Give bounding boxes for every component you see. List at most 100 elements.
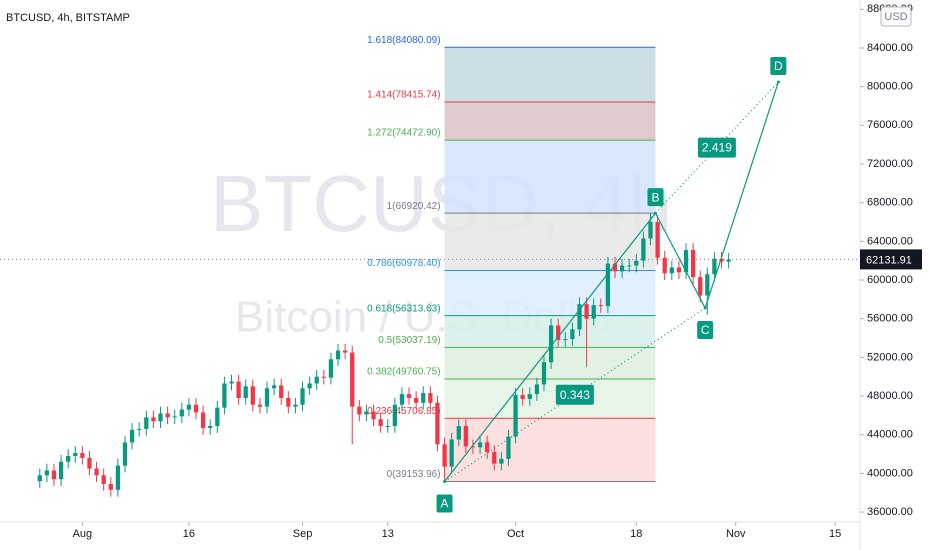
candle-body xyxy=(151,417,156,422)
candle-body xyxy=(698,277,703,296)
candle-body xyxy=(335,350,341,360)
candle-body xyxy=(641,238,646,261)
candle-body xyxy=(144,417,149,429)
candle-body xyxy=(485,442,490,453)
pattern-point xyxy=(653,211,657,215)
fib-level-label: 0.786(60978.40) xyxy=(367,258,440,269)
plot-area: 0(39153.96) 0.236(45706.85) 0.382(49760.75… xyxy=(0,35,860,513)
candle-body xyxy=(619,265,625,272)
pattern-point xyxy=(776,80,780,84)
candle-body xyxy=(520,395,525,399)
candle-body xyxy=(229,381,234,384)
pattern-point xyxy=(443,480,447,484)
candle-body xyxy=(122,442,128,466)
last-price-badge xyxy=(860,249,922,270)
pattern-point xyxy=(703,306,707,310)
pattern-ratio-badge xyxy=(555,384,594,405)
pattern-point-badge xyxy=(697,321,714,340)
candle-body xyxy=(115,465,121,490)
x-tick-label: Aug xyxy=(73,528,93,540)
candle-body xyxy=(548,325,554,363)
candle-body xyxy=(321,376,326,378)
candle-body xyxy=(129,429,135,443)
candle-body xyxy=(690,250,696,278)
candle-body xyxy=(421,393,426,403)
y-tick-label: 76000.00 xyxy=(867,119,913,131)
fib-level-label: 1.618(84080.09) xyxy=(367,35,440,46)
fib-band xyxy=(444,101,656,141)
y-tick-label: 36000.00 xyxy=(867,506,913,518)
y-tick-label: 64000.00 xyxy=(867,235,913,247)
pattern-point-badge xyxy=(770,57,787,76)
candle-body xyxy=(293,404,298,407)
fib-level-label: 0(39153.96) xyxy=(387,469,441,480)
pattern-leg xyxy=(654,212,706,309)
x-tick-label: 13 xyxy=(382,528,394,540)
candle-body xyxy=(137,428,142,430)
candle-body xyxy=(712,258,717,275)
candle-body xyxy=(726,259,731,262)
candle-body xyxy=(350,352,355,407)
currency-badge[interactable] xyxy=(880,6,912,27)
pattern-point-badge xyxy=(647,188,664,207)
pattern-ratio-badge xyxy=(697,137,736,158)
y-tick-label: 56000.00 xyxy=(867,313,913,325)
candle-body xyxy=(669,267,674,274)
pattern-ratio-label: 2.419 xyxy=(702,141,732,155)
x-tick-label: Oct xyxy=(507,528,524,540)
x-tick-label: Sep xyxy=(293,528,313,540)
candle-body xyxy=(591,305,596,319)
candle-body xyxy=(456,426,461,440)
candle-body xyxy=(385,426,390,428)
candle-body xyxy=(584,304,589,319)
pattern-point-label: D xyxy=(774,59,783,73)
currency-label: USD xyxy=(884,11,907,23)
candle-body xyxy=(179,409,184,417)
candle-body xyxy=(364,411,369,415)
candle-body xyxy=(655,222,660,258)
fib-band xyxy=(444,379,656,419)
y-tick-label: 84000.00 xyxy=(867,42,913,54)
candle-body xyxy=(286,397,291,407)
candle-body xyxy=(73,453,78,456)
candle-body xyxy=(463,426,468,447)
candle-body xyxy=(399,394,405,405)
candle-body xyxy=(676,267,682,273)
candle-body xyxy=(683,250,689,273)
pattern-leg xyxy=(444,212,656,482)
candle-body xyxy=(208,426,213,428)
candle-body xyxy=(172,416,177,418)
candle-body xyxy=(158,413,163,422)
candle-body xyxy=(371,411,376,420)
candle-body xyxy=(556,325,561,340)
axes: 36000.00 40000.00 44000.00 48000.00 52000.00… xyxy=(73,3,922,540)
candle-body xyxy=(634,260,639,266)
fib-level-label: 1.414(78415.74) xyxy=(367,90,440,101)
x-tick-label: 18 xyxy=(630,528,642,540)
candle-body xyxy=(271,385,277,389)
candle-body xyxy=(406,394,412,398)
candle-body xyxy=(243,386,248,398)
candle-body xyxy=(378,419,383,427)
fib-level-label: 1.272(74472.90) xyxy=(367,128,440,139)
candle-body xyxy=(662,257,667,274)
y-tick-label: 48000.00 xyxy=(867,390,913,402)
candle-body xyxy=(570,329,575,339)
candle-body xyxy=(80,453,85,458)
y-tick-label: 72000.00 xyxy=(867,158,913,170)
candle-body xyxy=(414,397,419,403)
fib-level-label: 0.236(45706.85) xyxy=(367,406,440,417)
candle-body xyxy=(215,407,220,427)
candle-body xyxy=(612,263,618,272)
candle-body xyxy=(279,385,284,398)
pattern-ratio-label: 0.343 xyxy=(560,388,590,402)
y-tick-label: 60000.00 xyxy=(867,274,913,286)
pattern-point-label: A xyxy=(441,497,449,511)
candle-body xyxy=(300,388,305,405)
candle-body xyxy=(186,404,192,410)
candle-body xyxy=(222,383,227,408)
pattern-point-label: B xyxy=(651,190,659,204)
candle-body xyxy=(527,394,532,399)
x-tick-label: 15 xyxy=(829,528,841,540)
candle-body xyxy=(563,338,568,340)
